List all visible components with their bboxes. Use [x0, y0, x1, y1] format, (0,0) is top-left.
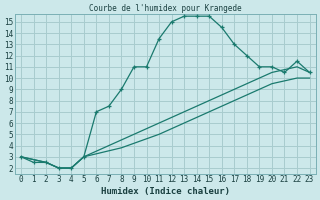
Title: Courbe de l'humidex pour Krangede: Courbe de l'humidex pour Krangede — [89, 4, 242, 13]
X-axis label: Humidex (Indice chaleur): Humidex (Indice chaleur) — [101, 187, 230, 196]
